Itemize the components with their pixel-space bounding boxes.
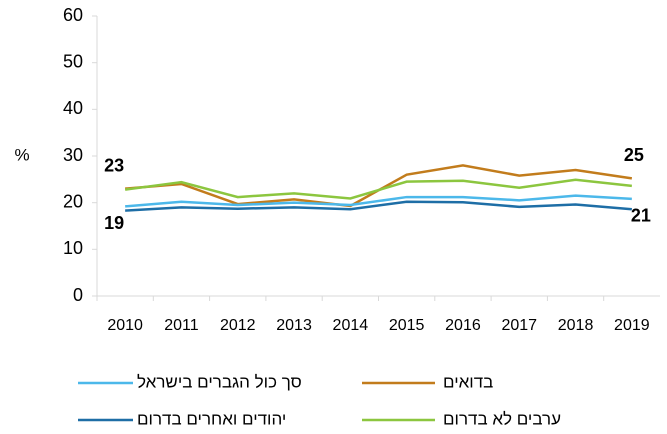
x-tick-label: 2010 — [107, 317, 143, 334]
x-tick-label: 2018 — [558, 317, 594, 334]
series-line — [124, 178, 632, 200]
legend-label: סך כול הגברים בישראל — [137, 372, 302, 391]
x-tick-label: 2016 — [445, 317, 481, 334]
y-tick-label: 20 — [63, 191, 83, 211]
y-axis-label: % — [14, 145, 29, 164]
legend-label: בדואים — [443, 372, 493, 391]
x-tick-label: 2019 — [614, 317, 650, 334]
series-line — [125, 194, 632, 208]
x-tick-label: 2012 — [220, 317, 256, 334]
x-tick-label: 2015 — [389, 317, 425, 334]
x-tick-label: 2017 — [501, 317, 537, 334]
data-label: 25 — [624, 145, 644, 165]
legend-label: ערבים לא בדרום — [443, 409, 561, 428]
x-tick-label: 2014 — [333, 317, 369, 334]
data-label: 19 — [104, 213, 124, 233]
series-line — [125, 200, 632, 212]
y-tick-label: 0 — [73, 285, 83, 305]
y-tick-label: 10 — [63, 238, 83, 258]
x-tick-label: 2013 — [276, 317, 312, 334]
legend-label: יהודים ואחרים בדרום — [137, 409, 286, 428]
y-tick-label: 30 — [63, 145, 83, 165]
y-tick-label: 50 — [63, 51, 83, 71]
data-label: 21 — [631, 206, 651, 226]
y-tick-label: 60 — [63, 5, 83, 25]
x-tick-label: 2011 — [164, 317, 199, 334]
data-label: 23 — [104, 155, 124, 175]
y-tick-label: 40 — [63, 98, 83, 118]
